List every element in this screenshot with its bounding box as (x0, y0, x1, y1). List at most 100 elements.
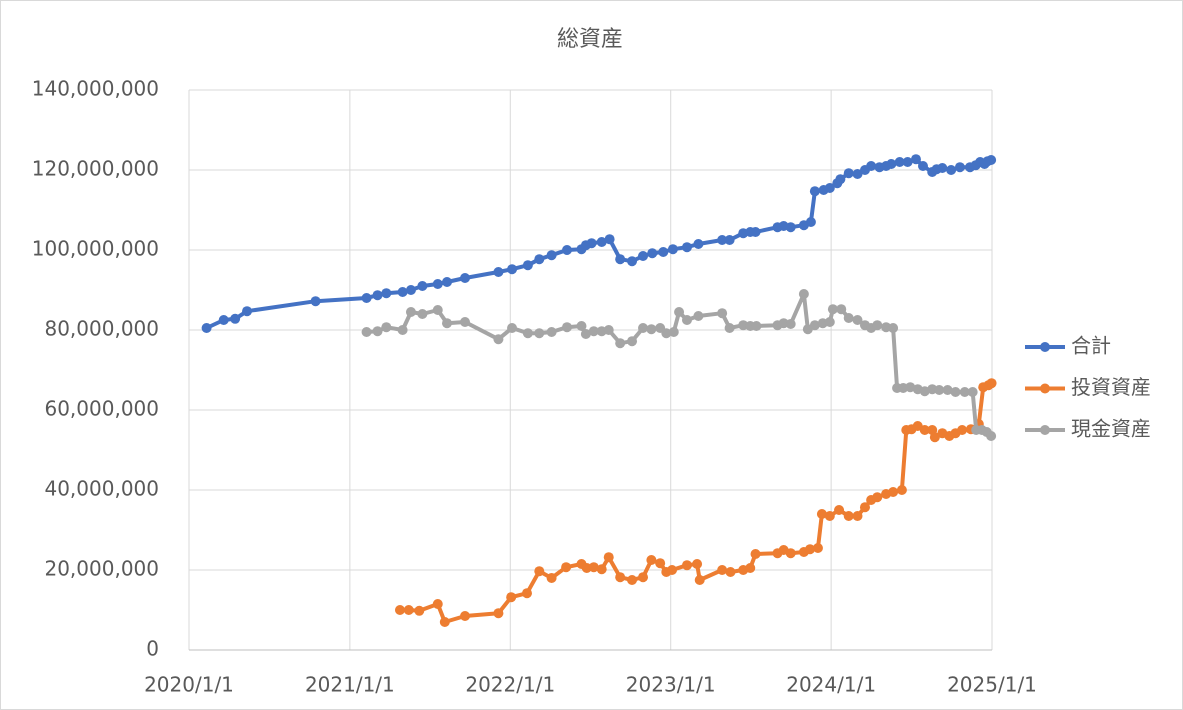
point (417, 309, 428, 319)
x-tick-label: 2023/1/1 (626, 673, 716, 697)
point (986, 155, 997, 165)
point (785, 319, 796, 329)
point (934, 385, 945, 395)
legend-label: 合計 (1071, 334, 1111, 358)
point (493, 267, 504, 277)
point (596, 237, 607, 247)
point (405, 285, 416, 295)
legend-marker (1040, 342, 1050, 352)
point (441, 318, 452, 329)
y-tick-label: 100,000,000 (32, 237, 159, 261)
point (493, 608, 504, 619)
y-tick-label: 140,000,000 (32, 77, 159, 101)
point (724, 235, 735, 245)
point (954, 162, 965, 173)
point (627, 256, 638, 267)
point (674, 307, 685, 317)
point (417, 281, 428, 291)
y-tick-label: 60,000,000 (44, 397, 159, 421)
point (534, 566, 545, 577)
point (372, 290, 383, 301)
point (896, 485, 907, 495)
point (694, 575, 705, 585)
point (929, 432, 940, 443)
point (310, 296, 321, 307)
point (381, 288, 392, 299)
point (717, 565, 728, 575)
point (603, 552, 614, 563)
point (852, 169, 863, 179)
point (859, 502, 870, 513)
point (693, 239, 704, 249)
point (218, 315, 229, 325)
point (717, 308, 728, 319)
point (692, 559, 703, 569)
point (460, 317, 471, 327)
point (507, 323, 518, 333)
point (866, 161, 877, 171)
point (902, 157, 913, 167)
point (522, 260, 533, 271)
point (627, 336, 638, 347)
point (604, 234, 615, 245)
point (959, 387, 970, 397)
x-tick-label: 2022/1/1 (465, 673, 555, 697)
y-tick-label: 120,000,000 (32, 157, 159, 181)
x-tick-label: 2024/1/1 (786, 673, 876, 697)
point (432, 279, 443, 289)
point (615, 338, 626, 349)
point (534, 328, 545, 339)
point (405, 307, 416, 317)
point (798, 289, 809, 299)
point (805, 544, 816, 555)
point (785, 222, 796, 233)
point (658, 247, 669, 257)
point (751, 321, 762, 331)
point (888, 323, 899, 333)
legend-marker (1040, 383, 1050, 394)
point (638, 572, 649, 583)
point (986, 378, 997, 389)
point (967, 387, 978, 397)
point (745, 563, 756, 573)
point (950, 387, 961, 397)
point (588, 326, 599, 337)
point (693, 311, 704, 321)
point (596, 564, 607, 575)
point (942, 385, 953, 395)
point (785, 548, 796, 559)
point (506, 592, 517, 603)
point (534, 254, 545, 265)
point (917, 161, 928, 171)
y-tick-label: 0 (146, 637, 159, 661)
point (834, 505, 845, 515)
point (647, 248, 658, 259)
point (460, 611, 471, 621)
point (805, 217, 816, 227)
legend-label: 現金資産 (1071, 417, 1151, 441)
point (827, 304, 838, 315)
point (397, 325, 408, 335)
point (852, 315, 863, 325)
point (717, 235, 728, 245)
point (681, 315, 692, 325)
point (627, 575, 638, 585)
point (588, 562, 599, 573)
point (414, 605, 425, 616)
point (812, 543, 823, 553)
point (432, 599, 443, 609)
point (655, 558, 666, 569)
point (403, 605, 414, 615)
point (361, 293, 372, 303)
point (561, 562, 572, 573)
point (638, 323, 649, 333)
point (886, 159, 897, 169)
point (646, 324, 657, 335)
point (750, 549, 761, 559)
point (843, 168, 854, 179)
point (824, 183, 835, 193)
point (681, 560, 692, 571)
y-tick-label: 20,000,000 (44, 557, 159, 581)
